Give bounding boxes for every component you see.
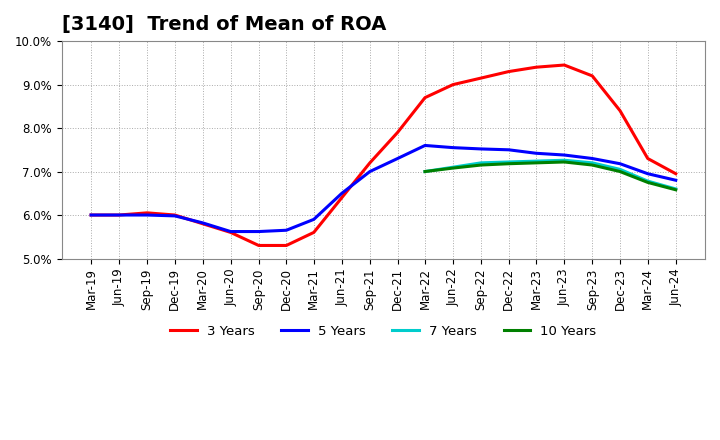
Legend: 3 Years, 5 Years, 7 Years, 10 Years: 3 Years, 5 Years, 7 Years, 10 Years (165, 319, 602, 343)
Text: [3140]  Trend of Mean of ROA: [3140] Trend of Mean of ROA (62, 15, 386, 34)
